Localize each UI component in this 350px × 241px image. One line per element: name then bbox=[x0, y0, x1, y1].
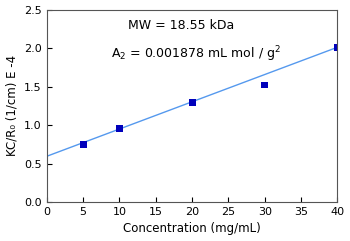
X-axis label: Concentration (mg/mL): Concentration (mg/mL) bbox=[123, 222, 261, 235]
Point bbox=[117, 126, 122, 130]
Point bbox=[335, 45, 340, 49]
Point bbox=[189, 101, 195, 105]
Text: A$_2$ = 0.001878 mL mol / g$^2$: A$_2$ = 0.001878 mL mol / g$^2$ bbox=[111, 44, 281, 64]
Point bbox=[80, 142, 86, 146]
Y-axis label: KC/R₀ (1/cm) E -4: KC/R₀ (1/cm) E -4 bbox=[6, 55, 19, 156]
Point bbox=[262, 83, 267, 87]
Text: MW = 18.55 kDa: MW = 18.55 kDa bbox=[128, 19, 234, 32]
